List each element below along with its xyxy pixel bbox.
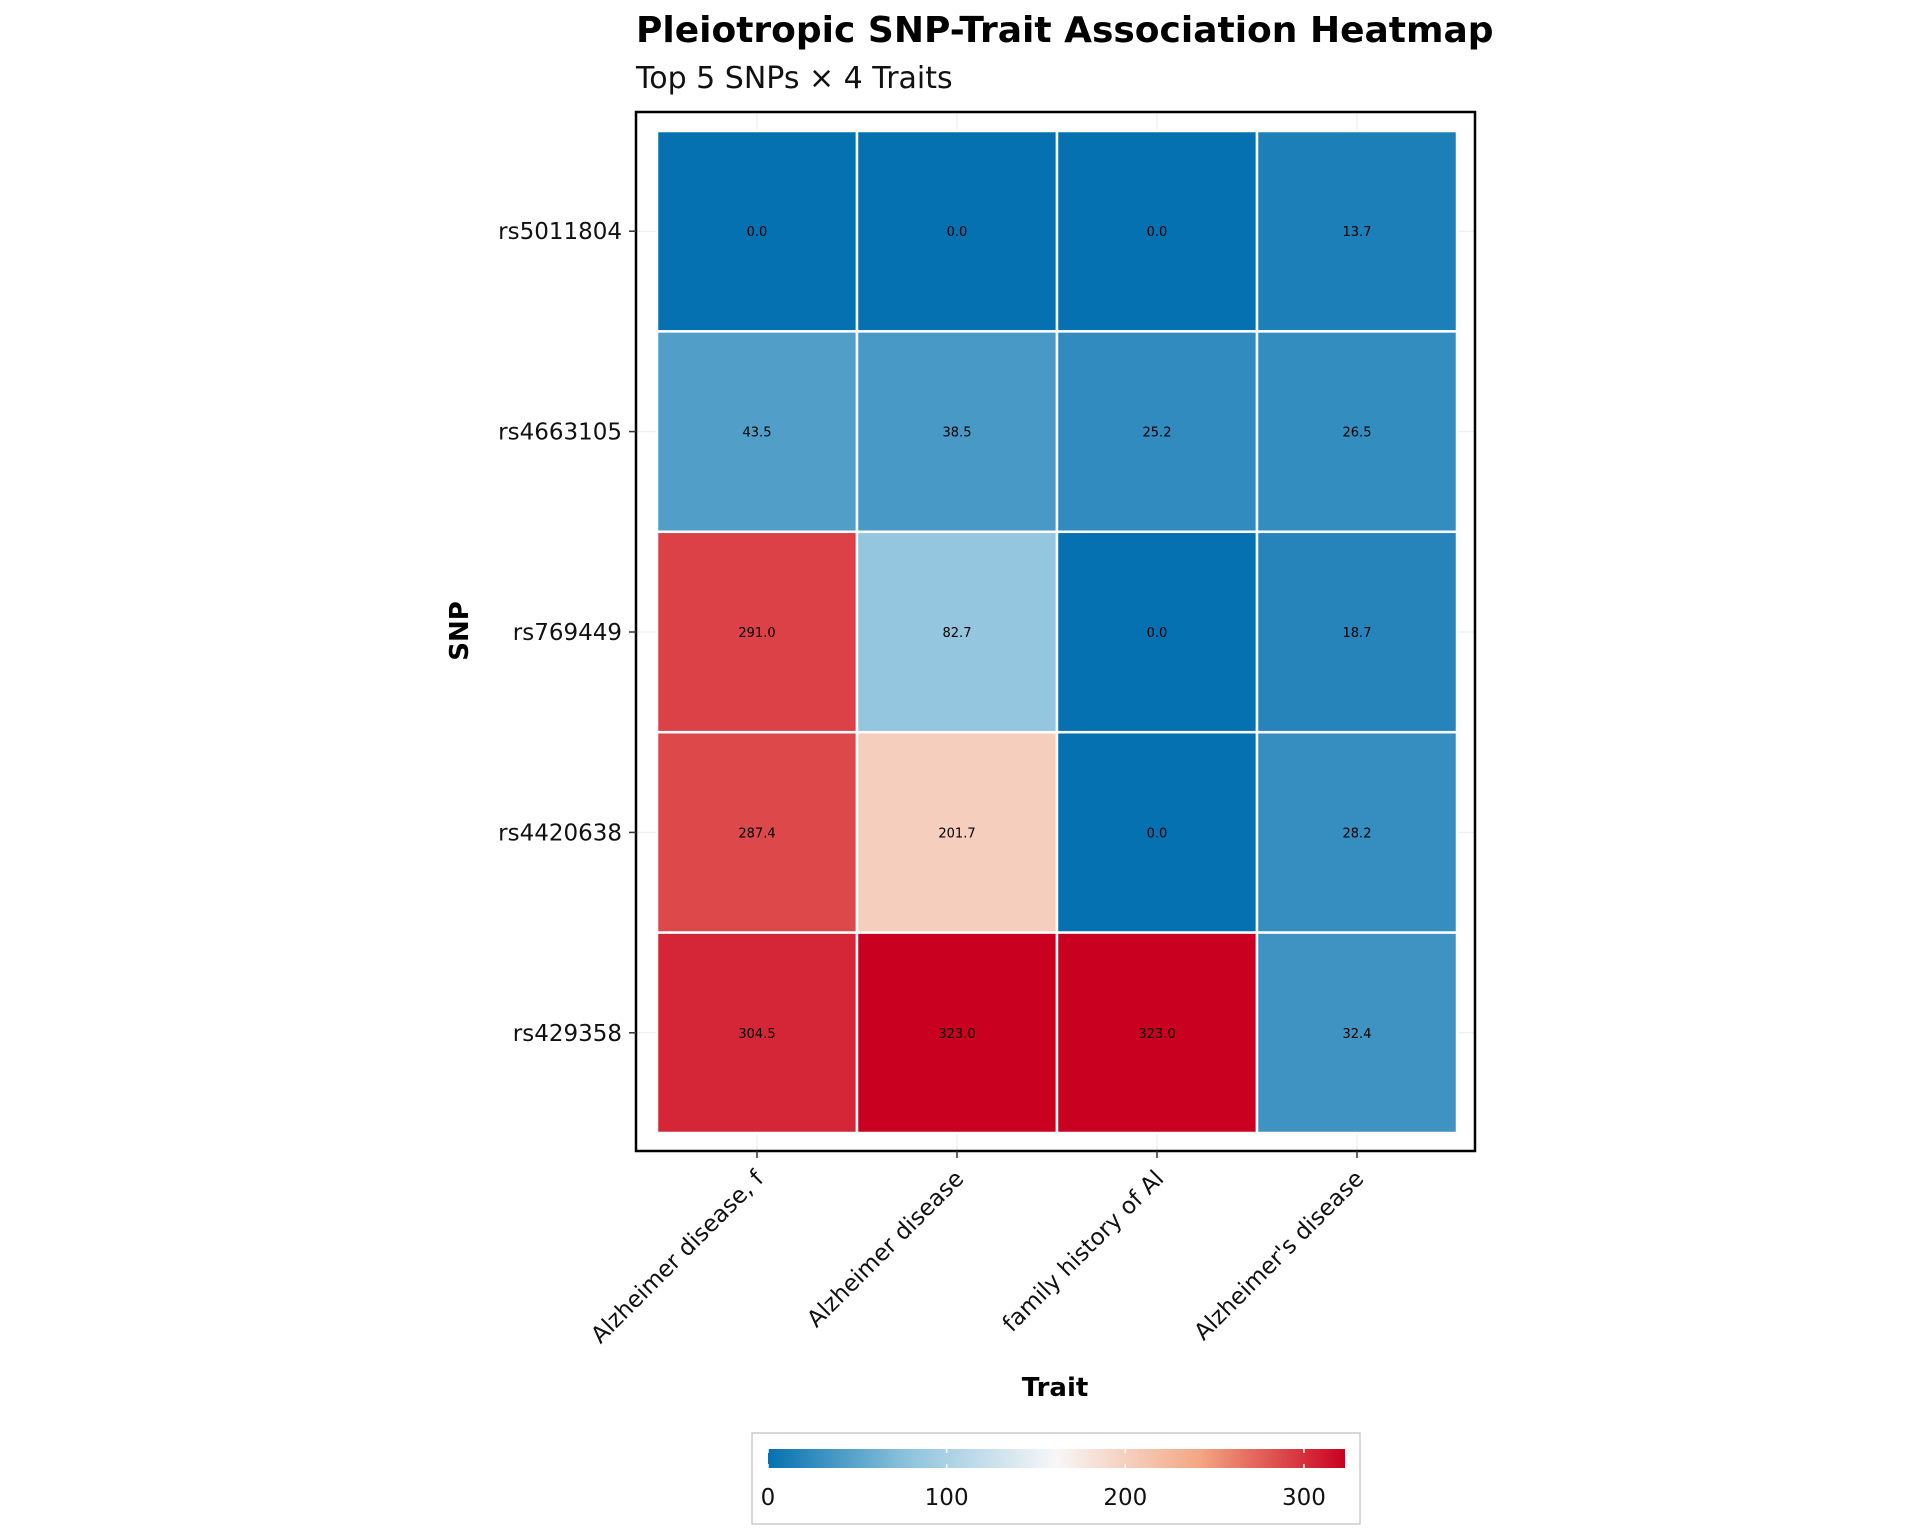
heatmap-cell bbox=[1055, 730, 1259, 934]
heatmap-cell bbox=[855, 730, 1059, 934]
chart-title: Pleiotropic SNP-Trait Association Heatma… bbox=[636, 10, 1494, 51]
cell-value-label: 0.0 bbox=[1147, 626, 1168, 641]
cell-value-label: 201.7 bbox=[938, 826, 975, 841]
cell-value-label: 43.5 bbox=[743, 426, 772, 441]
y-tick-label: rs4420638 bbox=[498, 820, 622, 846]
cell-value-label: 287.4 bbox=[738, 826, 775, 841]
heatmap-cell bbox=[1055, 931, 1259, 1135]
cell-value-label: 13.7 bbox=[1343, 225, 1372, 240]
cell-value-label: 0.0 bbox=[747, 225, 768, 240]
y-tick-label: rs4663105 bbox=[498, 420, 622, 446]
cell-value-label: 0.0 bbox=[1147, 826, 1168, 841]
heatmap-cell bbox=[855, 330, 1059, 534]
colorbar-tick-label: 0 bbox=[761, 1485, 776, 1511]
cell-value-label: 82.7 bbox=[943, 626, 972, 641]
colorbar-tick-label: 300 bbox=[1282, 1485, 1326, 1511]
cell-value-label: 38.5 bbox=[943, 426, 972, 441]
x-axis-title: Trait bbox=[1022, 1373, 1089, 1403]
heatmap-cells bbox=[655, 129, 1459, 1135]
x-tick-label: Alzheimer disease, f bbox=[586, 1165, 770, 1349]
x-axis-ticks: Alzheimer disease, f Alzheimer disease fam… bbox=[586, 1151, 1369, 1349]
colorbar-gradient bbox=[768, 1449, 1345, 1468]
y-tick-label: rs429358 bbox=[513, 1021, 622, 1047]
y-axis-ticks: rs5011804 rs4663105 rs769449 rs4420638 rs429… bbox=[498, 219, 636, 1047]
colorbar-tick-label: 200 bbox=[1103, 1485, 1147, 1511]
cell-value-label: 28.2 bbox=[1343, 826, 1372, 841]
heatmap-cell bbox=[1255, 330, 1459, 534]
cell-value-label: 323.0 bbox=[938, 1027, 975, 1042]
cell-value-label: 291.0 bbox=[738, 626, 775, 641]
heatmap-cell bbox=[855, 931, 1059, 1135]
cell-value-label: 0.0 bbox=[947, 225, 968, 240]
heatmap-cell bbox=[655, 931, 859, 1135]
y-tick-label: rs5011804 bbox=[498, 219, 622, 245]
x-tick-label: family history of Al bbox=[998, 1166, 1169, 1337]
x-tick-label: Alzheimer's disease bbox=[1189, 1166, 1369, 1346]
cell-value-label: 304.5 bbox=[738, 1027, 775, 1042]
cell-value-label: 0.0 bbox=[1147, 225, 1168, 240]
heatmap-cell bbox=[1255, 530, 1459, 734]
x-tick-label: Alzheimer disease bbox=[802, 1166, 969, 1333]
y-tick-label: rs769449 bbox=[513, 620, 622, 646]
heatmap-cell bbox=[1255, 931, 1459, 1135]
colorbar-frame bbox=[751, 1432, 1361, 1525]
cell-value-label: 25.2 bbox=[1143, 426, 1172, 441]
cell-value-label: 18.7 bbox=[1343, 626, 1372, 641]
colorbar-ticks: 0 100 200 300 bbox=[761, 1449, 1326, 1511]
cell-value-label: 323.0 bbox=[1138, 1027, 1175, 1042]
heatmap-cell bbox=[655, 530, 859, 734]
cell-value-label: 32.4 bbox=[1343, 1027, 1372, 1042]
heatmap-cell bbox=[855, 530, 1059, 734]
cell-value-label: 26.5 bbox=[1343, 426, 1372, 441]
heatmap-cell-labels: 0.0 0.0 0.0 13.7 43.5 38.5 25.2 26.5 291.0 82.7 0.… bbox=[738, 225, 1371, 1042]
chart-subtitle: Top 5 SNPs × 4 Traits bbox=[635, 61, 953, 96]
y-axis-title: SNP bbox=[445, 601, 475, 661]
heatmap-cell bbox=[1255, 730, 1459, 934]
heatmap-cell bbox=[1055, 330, 1259, 534]
colorbar-tick-label: 100 bbox=[925, 1485, 969, 1511]
colorbar-legend: 0 100 200 300 bbox=[751, 1432, 1361, 1525]
heatmap-cell bbox=[655, 730, 859, 934]
heatmap-cell bbox=[1055, 530, 1259, 734]
